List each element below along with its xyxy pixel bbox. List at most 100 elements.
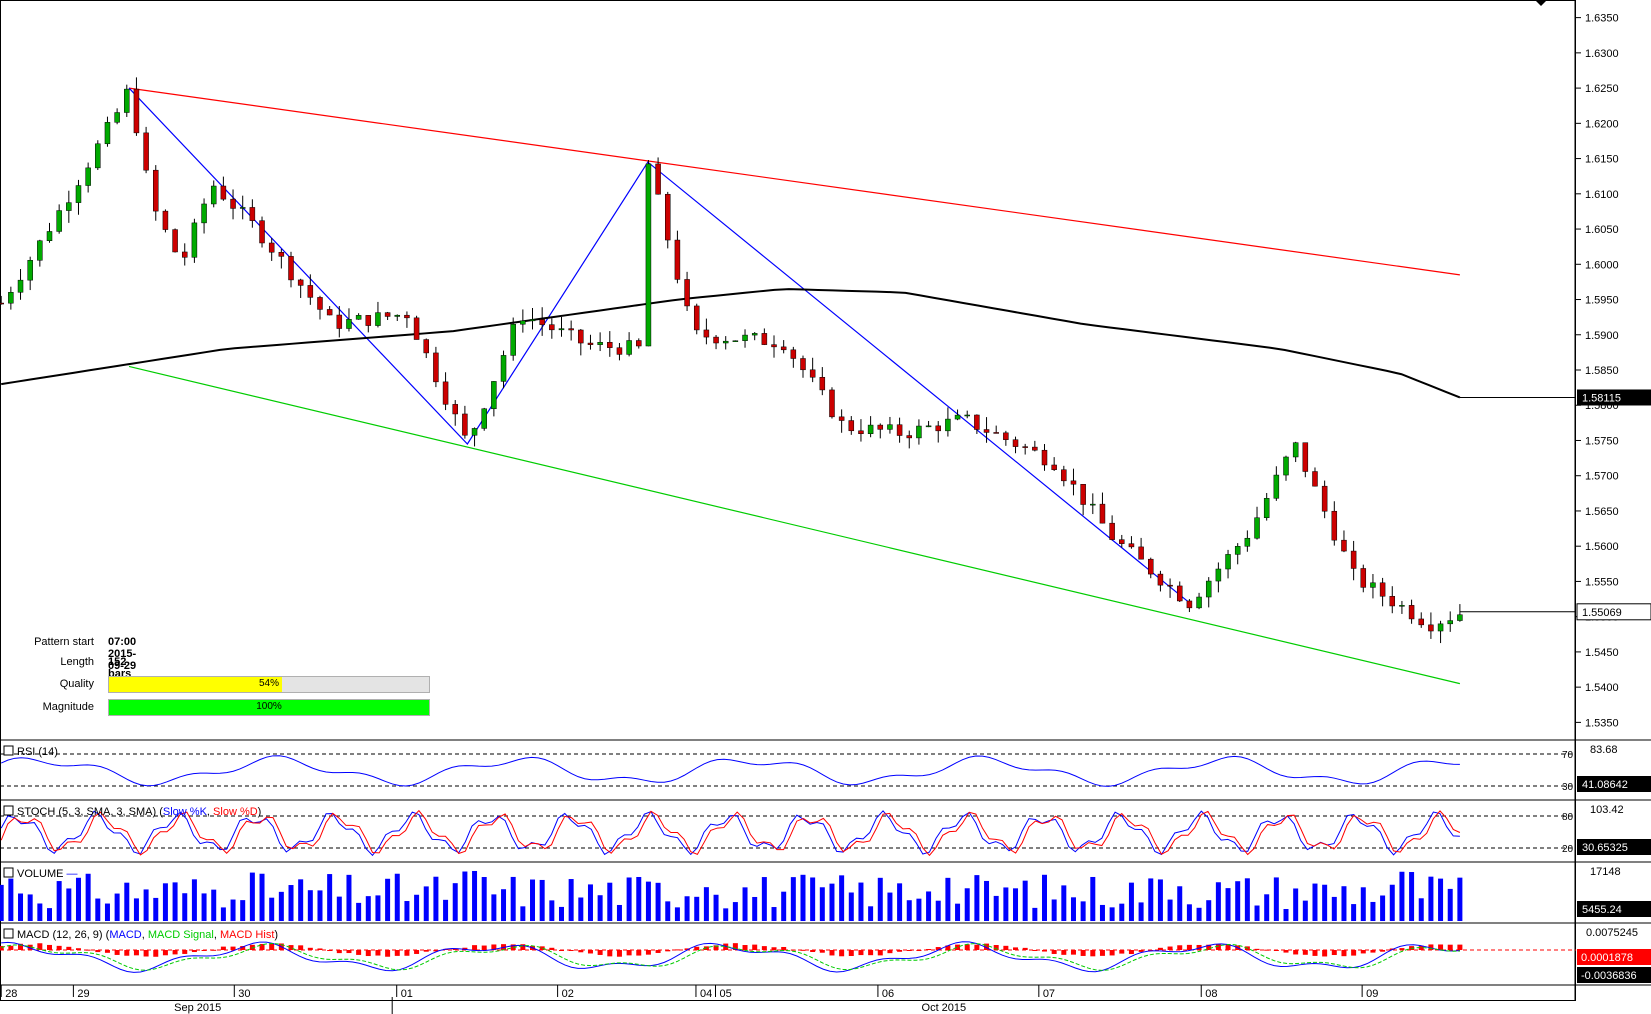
macd-hist-bar	[1013, 947, 1019, 950]
price-tick-label: 1.6250	[1585, 83, 1619, 95]
panel-close-icon	[3, 867, 14, 878]
candle-body	[1128, 543, 1135, 548]
panel-title: RSI (14)	[17, 746, 58, 758]
volume-bar	[1167, 899, 1173, 921]
candle-body	[1350, 550, 1357, 569]
length-label: Length	[60, 656, 94, 668]
day-label: 06	[882, 988, 894, 1000]
macd-hist-bar	[433, 950, 439, 952]
candle-body	[1167, 584, 1173, 587]
magnitude-text: 100%	[256, 701, 282, 712]
price-tick-label: 1.5650	[1585, 506, 1619, 518]
volume-bar	[462, 871, 468, 921]
volume-bar	[1293, 888, 1299, 921]
macd-hist-bar	[955, 944, 961, 950]
candle-body	[858, 430, 864, 434]
macd-hist-bar	[887, 950, 893, 954]
macd-hist-bar	[732, 943, 738, 950]
volume-bar	[211, 889, 217, 921]
candle-body	[1205, 580, 1212, 598]
candle-body	[974, 414, 980, 430]
day-label: 28	[5, 988, 17, 1000]
macd-hist-bar	[984, 943, 990, 950]
candle-body	[925, 425, 932, 428]
ma-value-label: 1.58115	[1582, 392, 1621, 404]
macd-hist-bar	[298, 945, 304, 950]
macd-hist-bar	[75, 948, 81, 950]
magnitude-fill	[109, 700, 429, 715]
stoch-80-label: 80	[1562, 812, 1574, 823]
candles	[0, 77, 1463, 644]
volume-bar	[1254, 905, 1260, 921]
volume-bar	[143, 889, 149, 921]
candle-body	[838, 416, 845, 421]
volume-bar	[201, 893, 207, 921]
rsi-top-value: 83.68	[1590, 744, 1618, 756]
rsi-70-label: 70	[1562, 750, 1574, 761]
menu-arrow-icon[interactable]	[1535, 0, 1547, 6]
candle-body	[539, 319, 545, 325]
volume-bar	[1196, 907, 1202, 921]
candle-body	[1138, 546, 1144, 560]
macd-hist-bar	[926, 949, 932, 951]
candle-body	[66, 202, 72, 211]
volume-bar	[346, 874, 352, 921]
macd-hist-bar	[143, 950, 149, 957]
volume-bar	[472, 870, 478, 921]
candle-body	[790, 349, 797, 359]
candle-body	[114, 112, 120, 123]
pattern-start-value: 07:00 2015-09-29	[108, 636, 137, 672]
stoch-k-line	[0, 810, 1460, 857]
macd-hist-bar	[1370, 950, 1376, 953]
candle-body	[220, 185, 227, 200]
volume-bar	[75, 877, 81, 921]
chart-frame	[0, 0, 1576, 1001]
candle-body	[8, 292, 14, 304]
macd-hist-bar	[172, 950, 178, 955]
macd-hist-bar	[104, 950, 110, 953]
candle-body	[268, 242, 275, 253]
volume-bar	[829, 883, 835, 921]
candle-body	[1012, 439, 1019, 447]
macd-hist-bar	[394, 950, 400, 956]
candle-body	[56, 210, 62, 232]
candle-body	[993, 432, 999, 434]
macd-hist-bar	[1447, 944, 1453, 950]
candle-body	[1418, 618, 1424, 626]
candle-body	[307, 285, 314, 298]
macd-value-2-box	[1577, 967, 1651, 983]
macd-hist-bar	[1196, 944, 1202, 950]
price-tick-label: 1.5550	[1585, 576, 1619, 588]
macd-hist-bar	[1254, 948, 1260, 950]
volume-bar	[1041, 874, 1047, 921]
candle-body	[742, 334, 748, 341]
macd-hist-bar	[201, 950, 207, 951]
volume-bar	[1148, 878, 1154, 921]
macd-hist-bar	[1264, 949, 1270, 951]
macd-hist-bar	[288, 945, 294, 950]
volume-bar	[95, 898, 101, 921]
price-tick-label: 1.6200	[1585, 118, 1619, 130]
macd-hist-bar	[1022, 947, 1028, 950]
candle-body	[1186, 600, 1193, 609]
volume-bar	[1051, 899, 1057, 921]
candle-body	[829, 389, 835, 418]
volume-bar	[356, 902, 362, 921]
candle-body	[172, 229, 178, 253]
macd-hist-bar	[848, 950, 854, 956]
candle-body	[1032, 446, 1038, 451]
macd-hist-bar	[742, 945, 748, 950]
volume-bar	[182, 893, 188, 921]
candle-body	[896, 424, 903, 436]
candle-body	[597, 342, 603, 345]
candle-body	[413, 317, 420, 340]
volume-panel: VOLUME — 17148 5455.24	[0, 866, 1651, 921]
macd-top-value: 0.0075245	[1586, 927, 1638, 939]
candle-body	[1321, 485, 1328, 512]
volume-bar	[124, 882, 130, 921]
macd-hist-bar	[964, 944, 970, 950]
day-label: 05	[720, 988, 732, 1000]
macd-hist-bar	[665, 950, 671, 952]
price-tick-label: 1.6350	[1585, 13, 1619, 25]
macd-hist-bar	[162, 950, 168, 956]
